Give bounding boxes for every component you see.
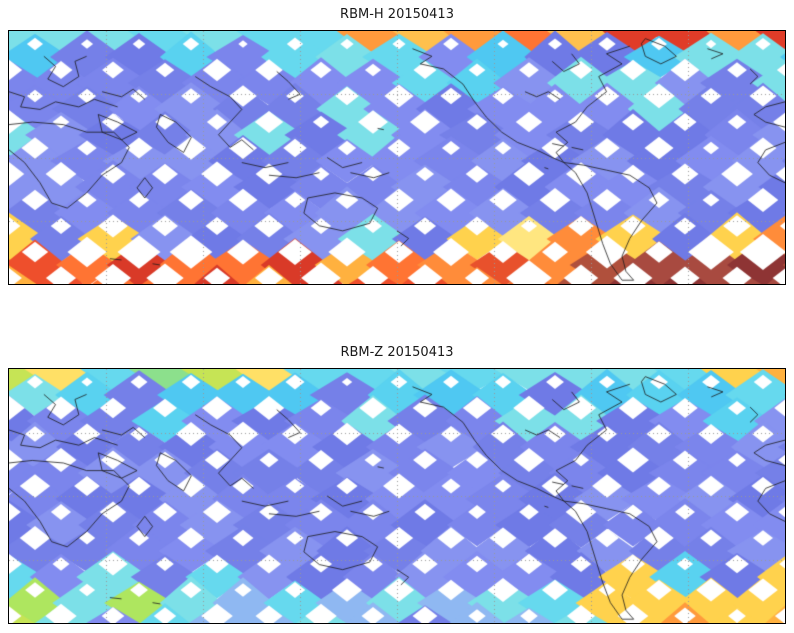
rbm-z-title: RBM-Z 20150413 [340,345,454,360]
rbm-h-map [8,30,786,285]
rbm-h-title: RBM-H 20150413 [340,7,454,22]
rbm-z-map [8,368,786,624]
